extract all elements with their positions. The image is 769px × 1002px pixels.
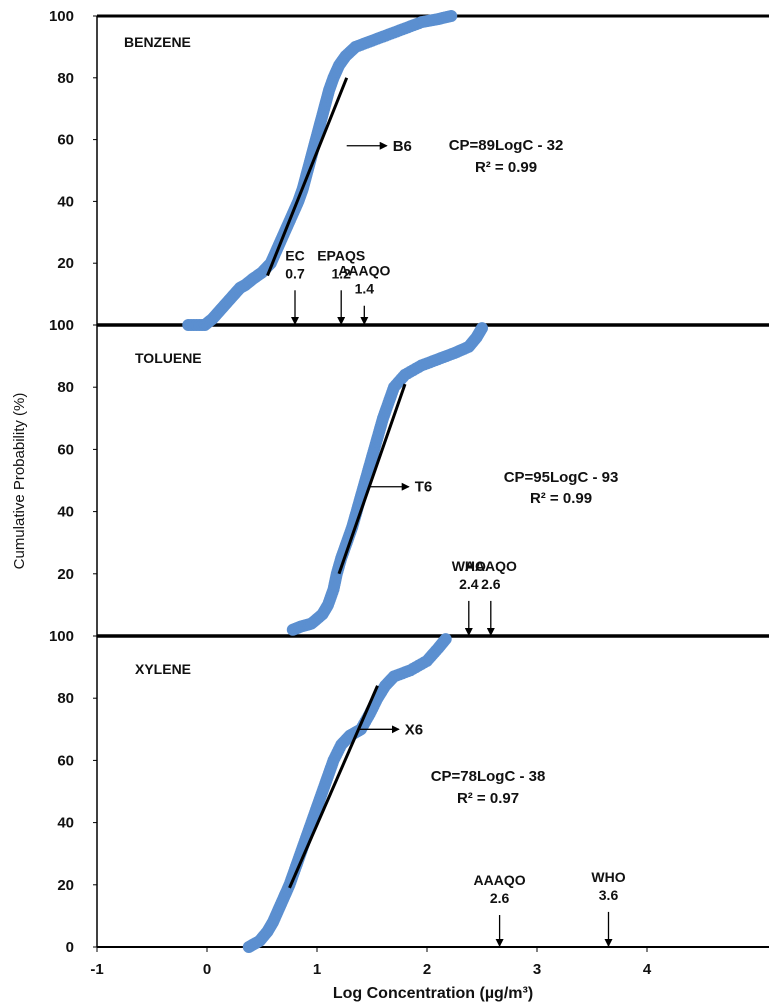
x-tick-label: -1 — [90, 961, 103, 978]
y-tick-label: 60 — [57, 441, 74, 458]
fit-label: X6 — [405, 721, 423, 738]
guideline-name: WHO — [591, 869, 625, 885]
guideline-value: 2.6 — [481, 576, 501, 592]
panel-xylene: 0 20 40 60 80 100 XYLENE X6 CP=78LogC - 38 R² = 0… — [49, 628, 626, 956]
fit-line — [266, 77, 349, 277]
x-tick-label: 4 — [643, 961, 652, 978]
y-tick-label: 100 — [49, 8, 74, 25]
y-tick-label: 0 — [66, 939, 74, 956]
x-tick-label: 2 — [423, 961, 431, 978]
y-tick-label: 40 — [57, 193, 74, 210]
y-tick-label: 80 — [57, 70, 74, 87]
y-axis-title: Cumulative Probability (%) — [11, 393, 28, 570]
panel-title-toluene: TOLUENE — [135, 350, 202, 366]
y-tick-label: 80 — [57, 690, 74, 707]
y-tick-label: 100 — [49, 628, 74, 645]
fit-line — [337, 383, 407, 575]
guideline-value: 3.6 — [599, 887, 619, 903]
fit-label: T6 — [415, 479, 433, 496]
panel-title-xylene: XYLENE — [135, 661, 191, 677]
guideline-name: AAAQO — [474, 872, 526, 888]
regression-equation: CP=95LogC - 93 — [504, 469, 619, 486]
fit-line — [288, 685, 379, 889]
y-tick-label: 60 — [57, 132, 74, 149]
guideline-value: 2.6 — [490, 890, 510, 906]
guideline-value: 0.7 — [285, 265, 305, 281]
y-tick-label: 20 — [57, 255, 74, 272]
panel-benzene: 20 40 60 80 100 BENZENE B6 CP=89LogC - 32 R² = 0… — [49, 8, 769, 331]
x-tick-label: 3 — [533, 961, 541, 978]
data-point — [476, 322, 488, 335]
guideline-name: WHO — [452, 558, 486, 574]
regression-equation: CP=89LogC - 32 — [449, 137, 564, 154]
guideline-name: AAAQO — [465, 558, 517, 574]
guideline-name: EC — [285, 247, 304, 263]
r-squared: R² = 0.97 — [457, 790, 519, 807]
guideline-value: 2.4 — [459, 576, 479, 592]
y-tick-label: 20 — [57, 877, 74, 894]
r-squared: R² = 0.99 — [475, 159, 537, 176]
guideline-value: 1.2 — [331, 265, 351, 281]
x-axis-title: Log Concentration (µg/m³) — [333, 985, 533, 1002]
data-point — [445, 10, 458, 22]
regression-equation: CP=78LogC - 38 — [431, 768, 546, 785]
y-tick-label: 40 — [57, 815, 74, 832]
data-point — [439, 633, 452, 646]
y-tick-label: 100 — [49, 317, 74, 334]
y-tick-label: 40 — [57, 504, 74, 521]
y-tick-label: 60 — [57, 752, 74, 769]
y-tick-label: 80 — [57, 379, 74, 396]
panel-toluene: 20 40 60 80 100 TOLUENE T6 CP=95LogC - 93 R² = 0… — [49, 317, 769, 638]
guideline-name: AAAQO — [338, 263, 390, 279]
guideline-name: EPAQS — [317, 247, 365, 263]
fit-label: B6 — [393, 138, 412, 155]
guideline-value: 1.4 — [355, 281, 375, 297]
y-tick-label: 20 — [57, 566, 74, 583]
x-tick-label: 1 — [313, 961, 321, 978]
x-tick-label: 0 — [203, 961, 211, 978]
panel-title-benzene: BENZENE — [124, 34, 191, 50]
r-squared: R² = 0.99 — [530, 490, 592, 507]
